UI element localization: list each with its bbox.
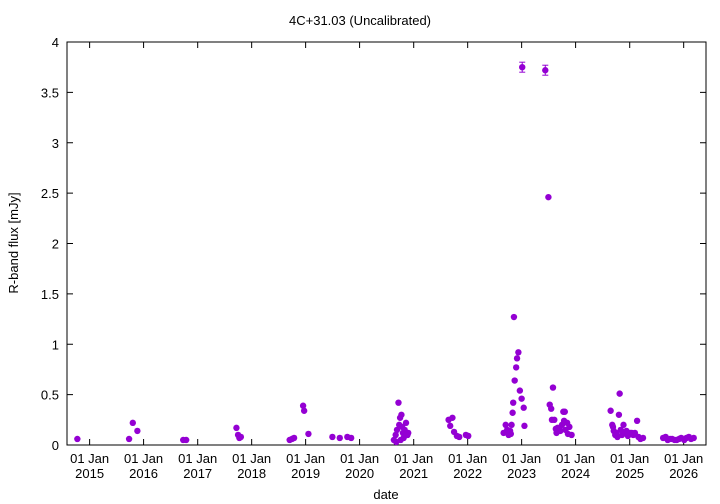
data-point xyxy=(615,411,623,418)
data-point xyxy=(510,399,517,406)
data-point xyxy=(290,434,298,442)
x-tick-label: 01 Jan 2022 xyxy=(448,451,487,481)
data-point xyxy=(548,405,555,412)
data-point xyxy=(182,436,190,444)
x-tick-label: 01 Jan 2019 xyxy=(286,451,325,481)
y-tick-label: 3.5 xyxy=(41,85,59,100)
y-tick-label: 0.5 xyxy=(41,388,59,403)
x-axis-label: date xyxy=(373,487,398,502)
x-tick-label: 01 Jan 2023 xyxy=(502,451,541,481)
y-tick-label: 0 xyxy=(52,438,59,453)
data-point xyxy=(125,435,133,443)
x-tick-label: 01 Jan 2021 xyxy=(394,451,433,481)
y-axis-ticks: 0 0.5 1 1.5 2 2.5 3 3.5 4 xyxy=(41,35,706,453)
data-point xyxy=(329,433,336,441)
data-point xyxy=(554,424,561,432)
data-point xyxy=(233,424,240,432)
data-points xyxy=(74,61,697,446)
data-point xyxy=(134,427,141,435)
y-tick-label: 1.5 xyxy=(41,287,59,302)
data-point xyxy=(516,387,524,394)
data-point xyxy=(397,436,404,444)
y-tick-label: 4 xyxy=(52,35,59,50)
data-point xyxy=(129,419,136,427)
data-point xyxy=(447,422,454,430)
data-point xyxy=(509,409,516,416)
data-point xyxy=(607,407,614,414)
y-tick-label: 2.5 xyxy=(41,186,59,201)
data-point xyxy=(515,349,522,356)
data-point xyxy=(511,377,518,384)
y-axis-label: R-band flux [mJy] xyxy=(6,192,21,293)
data-point xyxy=(513,355,521,362)
data-point xyxy=(561,408,569,415)
x-tick-label: 01 Jan 2025 xyxy=(610,451,649,481)
data-point xyxy=(508,421,515,429)
data-point xyxy=(392,431,399,439)
data-point xyxy=(616,390,623,397)
data-point xyxy=(620,421,627,429)
data-point xyxy=(566,423,573,431)
data-point xyxy=(639,434,647,442)
data-point xyxy=(510,313,518,321)
data-point xyxy=(449,414,456,421)
data-point xyxy=(512,364,520,371)
data-point xyxy=(336,434,343,442)
plot-frame xyxy=(66,41,707,446)
y-tick-label: 3 xyxy=(52,136,59,151)
data-point xyxy=(299,402,307,409)
x-tick-label: 01 Jan 2017 xyxy=(178,451,217,481)
x-tick-label: 01 Jan 2026 xyxy=(664,451,703,481)
data-point xyxy=(502,421,509,429)
data-point xyxy=(507,430,515,438)
x-axis-ticks: 01 Jan 2015 01 Jan 2016 01 Jan 2017 01 Jan 2018… xyxy=(70,42,703,481)
data-point xyxy=(237,433,245,441)
data-point xyxy=(402,419,410,427)
chart-title: 4C+31.03 (Uncalibrated) xyxy=(289,13,431,28)
data-point xyxy=(300,407,308,414)
data-point xyxy=(456,433,463,441)
data-point xyxy=(398,411,405,418)
data-point xyxy=(405,429,412,437)
data-point xyxy=(74,435,81,443)
data-point xyxy=(518,395,525,402)
x-tick-label: 01 Jan 2016 xyxy=(124,451,163,481)
y-tick-label: 2 xyxy=(52,237,59,252)
data-point xyxy=(551,416,558,424)
data-point xyxy=(545,193,552,201)
y-tick-label: 1 xyxy=(52,337,59,352)
data-point xyxy=(521,422,528,430)
data-point xyxy=(549,384,557,391)
x-tick-label: 01 Jan 2015 xyxy=(70,451,109,481)
data-point xyxy=(690,434,697,442)
x-tick-label: 01 Jan 2018 xyxy=(232,451,271,481)
data-point xyxy=(633,417,641,425)
data-point xyxy=(520,404,527,411)
x-tick-label: 01 Jan 2024 xyxy=(556,451,595,481)
x-tick-label: 01 Jan 2020 xyxy=(340,451,379,481)
data-point xyxy=(568,431,575,439)
data-point xyxy=(393,426,401,434)
data-point xyxy=(347,434,355,442)
data-point xyxy=(465,432,472,440)
data-point xyxy=(395,399,402,406)
data-point xyxy=(305,430,312,438)
